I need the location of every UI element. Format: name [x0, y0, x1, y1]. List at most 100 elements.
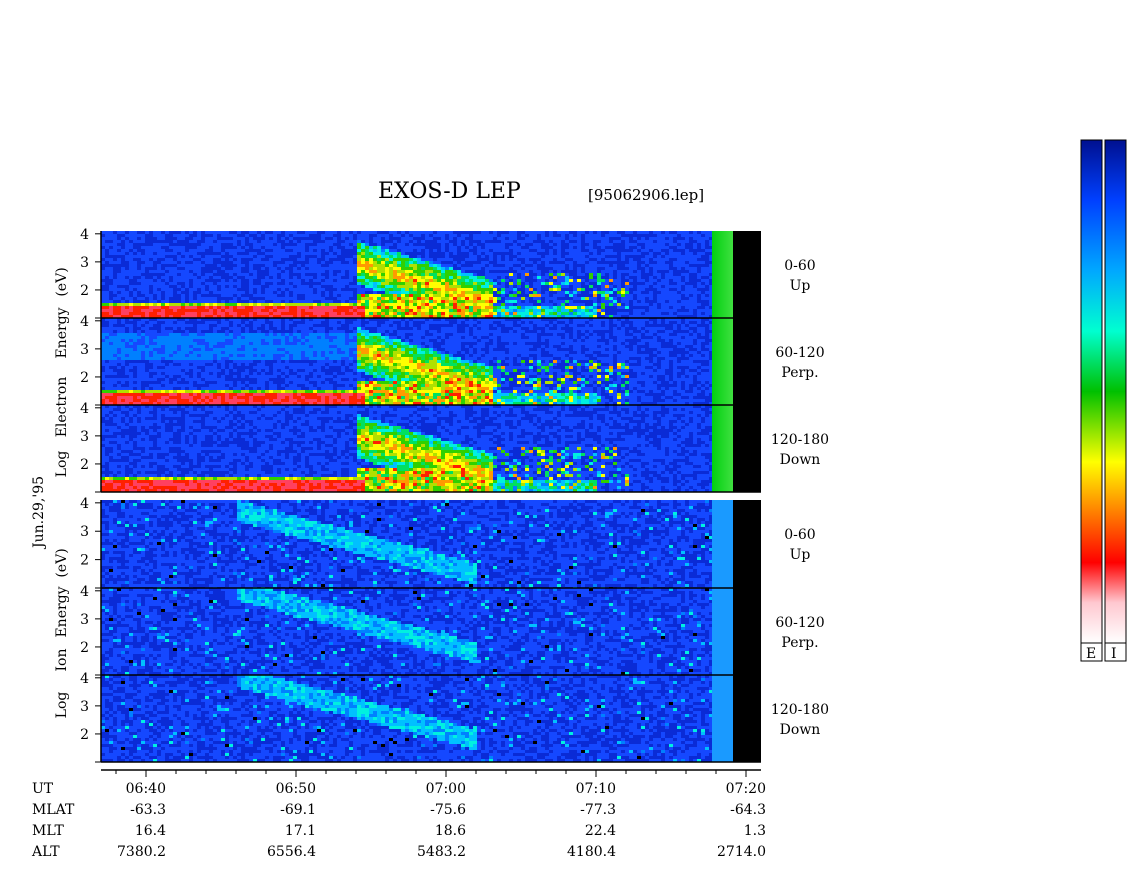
spectrogram-cell [165, 243, 169, 246]
spectrogram-cell [265, 342, 269, 345]
spectrogram-cell [185, 261, 189, 264]
spectrogram-cell [237, 258, 241, 261]
spectrogram-cell [617, 276, 621, 279]
spectrogram-cell [257, 291, 261, 294]
spectrogram-cell [181, 366, 185, 369]
spectrogram-cell [621, 306, 625, 309]
spectrogram-cell [313, 294, 317, 297]
spectrogram-cell [693, 294, 697, 297]
spectrogram-cell [641, 300, 645, 303]
spectrogram-cell [545, 279, 549, 282]
spectrogram-cell [269, 243, 273, 246]
spectrogram-cell [693, 297, 697, 300]
spectrogram-cell [277, 309, 281, 312]
spectrogram-cell [257, 342, 261, 345]
spectrogram-cell [305, 294, 309, 297]
spectrogram-cell [181, 312, 185, 315]
spectrogram-cell [213, 327, 217, 330]
spectrogram-cell [257, 288, 261, 291]
spectrogram-cell [249, 297, 253, 300]
spectrogram-cell [481, 234, 485, 237]
spectrogram-cell [605, 240, 609, 243]
spectrogram-cell [113, 297, 117, 300]
spectrogram-cell [405, 282, 409, 285]
spectrogram-cell [277, 306, 281, 309]
spectrogram-cell [497, 306, 501, 309]
spectrogram-cell [197, 291, 201, 294]
spectrogram-cell [685, 273, 689, 276]
spectrogram-cell [289, 243, 293, 246]
spectrogram-cell [125, 294, 129, 297]
spectrogram-cell [273, 324, 277, 327]
spectrogram-cell [433, 231, 437, 234]
spectrogram-cell [333, 294, 337, 297]
spectrogram-cell [617, 270, 621, 273]
spectrogram-cell [169, 273, 173, 276]
spectrogram-cell [129, 300, 133, 303]
spectrogram-cell [489, 258, 493, 261]
spectrogram-cell [349, 252, 353, 255]
spectrogram-cell [169, 336, 173, 339]
spectrogram-cell [253, 240, 257, 243]
spectrogram-cell [417, 270, 421, 273]
spectrogram-cell [353, 309, 357, 312]
spectrogram-cell [113, 393, 117, 396]
spectrogram-cell [697, 282, 701, 285]
spectrogram-cell [141, 399, 145, 402]
spectrogram-cell [125, 360, 129, 363]
spectrogram-cell [201, 354, 205, 357]
spectrogram-cell [245, 345, 249, 348]
spectrogram-cell [369, 309, 373, 312]
spectrogram-cell [373, 237, 377, 240]
spectrogram-cell [113, 240, 117, 243]
spectrogram-cell [589, 303, 593, 306]
spectrogram-cell [401, 297, 405, 300]
spectrogram-cell [429, 270, 433, 273]
spectrogram-cell [297, 291, 301, 294]
spectrogram-cell [425, 276, 429, 279]
spectrogram-cell [113, 354, 117, 357]
spectrogram-cell [181, 279, 185, 282]
spectrogram-cell [129, 258, 133, 261]
spectrogram-cell [161, 288, 165, 291]
spectrogram-cell [209, 276, 213, 279]
spectrogram-cell [553, 306, 557, 309]
spectrogram-cell [349, 306, 353, 309]
spectrogram-cell [285, 339, 289, 342]
spectrogram-cell [125, 303, 129, 306]
spectrogram-cell [189, 249, 193, 252]
spectrogram-cell [545, 258, 549, 261]
spectrogram-cell [589, 273, 593, 276]
spectrogram-cell [165, 231, 169, 234]
spectrogram-cell [253, 360, 257, 363]
spectrogram-cell [401, 252, 405, 255]
spectrogram-cell [105, 378, 109, 381]
spectrogram-cell [477, 297, 481, 300]
spectrogram-cell [257, 375, 261, 378]
spectrogram-cell [253, 384, 257, 387]
spectrogram-cell [489, 267, 493, 270]
spectrogram-cell [557, 288, 561, 291]
spectrogram-cell [161, 297, 165, 300]
spectrogram-cell [597, 231, 601, 234]
spectrogram-cell [229, 309, 233, 312]
spectrogram-cell [285, 240, 289, 243]
spectrogram-cell [373, 255, 377, 258]
spectrogram-cell [285, 252, 289, 255]
spectrogram-cell [145, 399, 149, 402]
spectrogram-cell [553, 294, 557, 297]
spectrogram-cell [201, 249, 205, 252]
spectrogram-cell [121, 327, 125, 330]
spectrogram-cell [693, 264, 697, 267]
spectrogram-cell [249, 321, 253, 324]
spectrogram-cell [205, 366, 209, 369]
spectrogram-cell [345, 267, 349, 270]
spectrogram-cell [273, 273, 277, 276]
spectrogram-cell [393, 246, 397, 249]
spectrogram-cell [269, 342, 273, 345]
spectrogram-cell [269, 303, 273, 306]
spectrogram-cell [441, 288, 445, 291]
spectrogram-cell [285, 327, 289, 330]
spectrogram-cell [449, 279, 453, 282]
spectrogram-cell [205, 270, 209, 273]
